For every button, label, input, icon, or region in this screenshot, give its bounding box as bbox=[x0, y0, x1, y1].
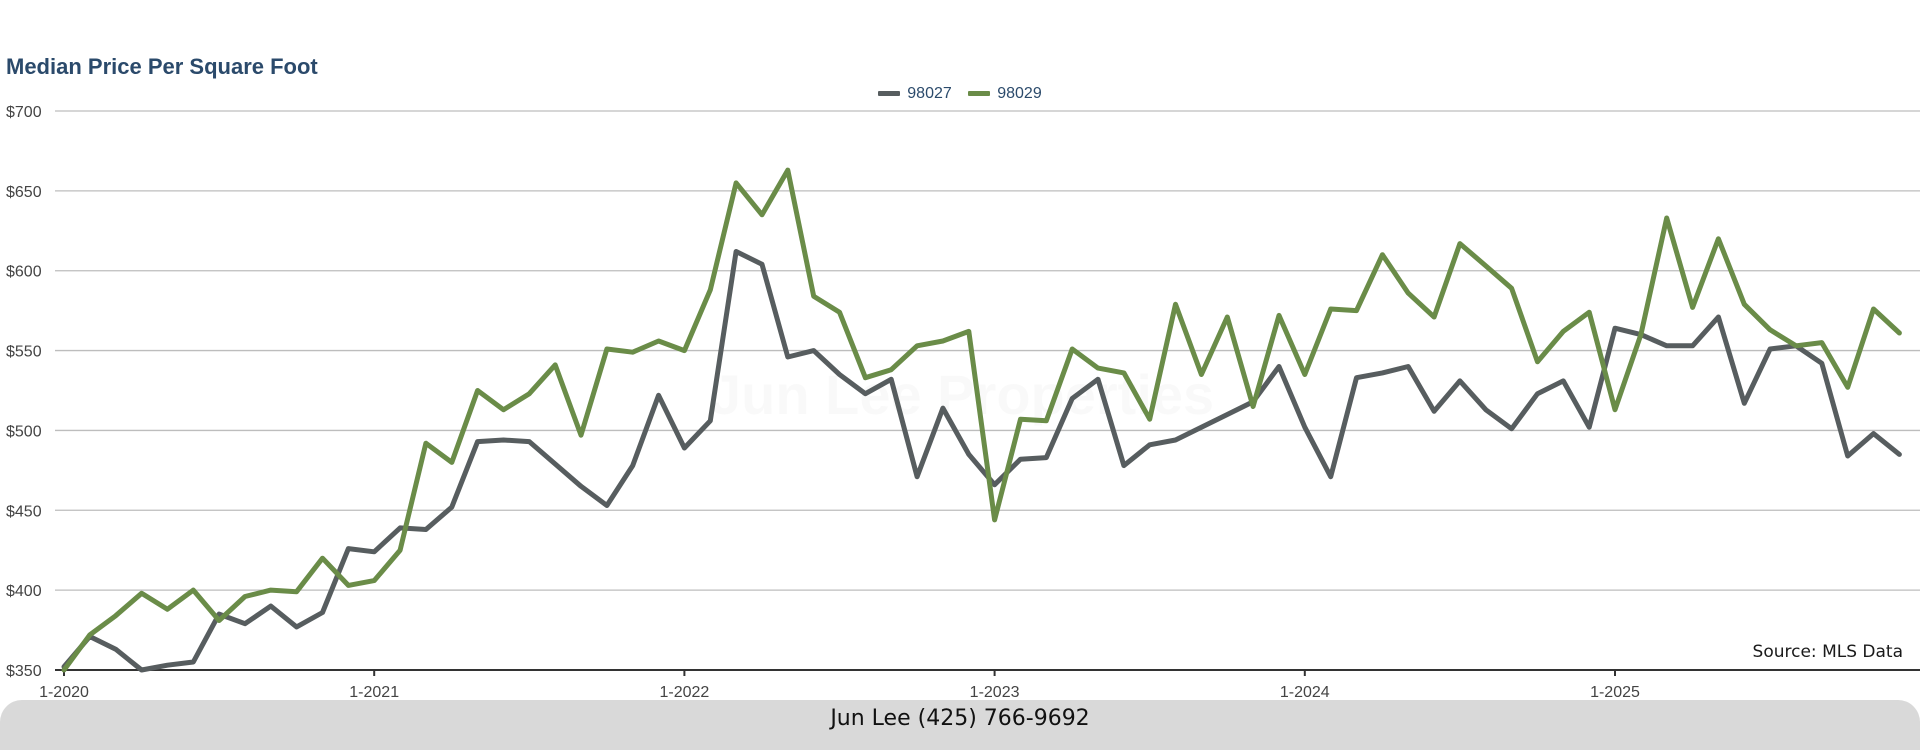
y-tick-label: $550 bbox=[6, 344, 42, 361]
chart-legend: 98027 98029 bbox=[0, 83, 1920, 103]
x-tick-label: 1-2024 bbox=[1280, 684, 1330, 700]
legend-item-98029[interactable]: 98029 bbox=[968, 85, 1042, 103]
y-tick-label: $450 bbox=[6, 503, 42, 520]
footer-contact[interactable]: Jun Lee (425) 766-9692 bbox=[830, 706, 1090, 731]
legend-swatch-98027 bbox=[878, 91, 901, 96]
legend-item-98027[interactable]: 98027 bbox=[878, 85, 952, 103]
series-lines bbox=[61, 167, 1902, 673]
x-tick-label: 1-2021 bbox=[349, 684, 399, 700]
gridlines bbox=[55, 110, 1920, 591]
chart-title: Median Price Per Square Foot bbox=[6, 54, 318, 79]
x-tick-label: 1-2022 bbox=[659, 684, 709, 700]
x-tick-label: 1-2023 bbox=[970, 684, 1020, 700]
footer-bar bbox=[0, 700, 1920, 750]
y-tick-label: $700 bbox=[6, 104, 42, 121]
legend-swatch-98029 bbox=[968, 91, 991, 96]
series-line-98027 bbox=[61, 249, 1902, 673]
legend-label-98029: 98029 bbox=[997, 84, 1042, 102]
x-tick-label: 1-2025 bbox=[1590, 684, 1640, 700]
y-tick-label: $500 bbox=[6, 423, 42, 440]
legend-label-98027: 98027 bbox=[907, 84, 952, 102]
series-line-98029 bbox=[61, 167, 1902, 673]
y-tick-label: $650 bbox=[6, 184, 42, 201]
y-tick-label: $400 bbox=[6, 583, 42, 600]
source-label: Source: MLS Data bbox=[1752, 642, 1903, 662]
x-tick-label: 1-2020 bbox=[39, 684, 89, 700]
y-tick-label: $600 bbox=[6, 264, 42, 281]
line-chart: $700$650$600$550$500$450$400$350 1-2020 1… bbox=[6, 104, 1920, 700]
y-tick-label: $350 bbox=[6, 663, 42, 680]
x-axis: 1-2020 1-2021 1-2022 1-2023 1-2024 1-2025 bbox=[39, 669, 1920, 700]
y-axis: $700 $650 $600 $550 $500 $450 $400 $350 bbox=[6, 104, 42, 680]
